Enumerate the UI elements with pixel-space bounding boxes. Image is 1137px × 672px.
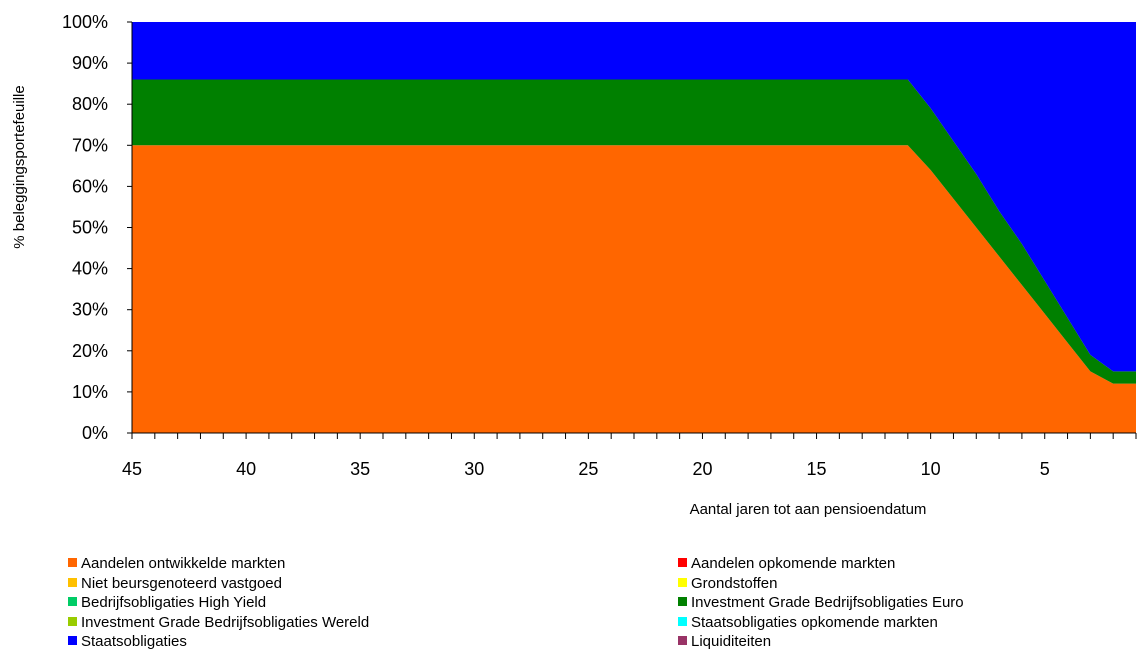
legend-item: Investment Grade Bedrijfsobligaties Euro	[678, 594, 964, 612]
x-tick-label: 25	[578, 459, 598, 479]
y-tick-label: 0%	[82, 423, 108, 443]
x-tick-label: 20	[692, 459, 712, 479]
y-tick-label: 90%	[72, 53, 108, 73]
legend-label: Liquiditeiten	[691, 633, 772, 650]
x-tick-label: 15	[807, 459, 827, 479]
y-tick-label: 80%	[72, 94, 108, 114]
legend-label: Investment Grade Bedrijfsobligaties Were…	[81, 613, 370, 631]
legend-swatch	[678, 636, 687, 645]
legend-label: Aandelen opkomende markten	[691, 555, 896, 572]
x-tick-label: 5	[1040, 459, 1050, 479]
x-tick-label: 35	[350, 459, 370, 479]
legend-swatch	[68, 616, 77, 626]
legend-swatch	[68, 597, 77, 606]
area-series-8	[132, 22, 1136, 372]
x-tick-label: 40	[236, 459, 256, 479]
y-tick-label: 10%	[72, 382, 108, 402]
stacked-area-chart: 0% 10% 20% 30% 40% 50% 60% 70% 80% 90% 100% 45 40 35 3…	[11, 12, 1137, 518]
legend-item: Staatsobligaties opkomende markten	[678, 614, 938, 632]
x-tick-label: 10	[921, 459, 941, 479]
legend-swatch	[68, 558, 77, 567]
legend-swatch	[678, 616, 687, 626]
legend-swatch	[68, 577, 77, 587]
y-tick-label: 30%	[72, 300, 108, 320]
legend-label: Staatsobligaties opkomende markten	[691, 613, 938, 631]
legend-item: Aandelen opkomende markten	[678, 555, 895, 573]
legend-label: Niet beursgenoteerd vastgoed	[81, 574, 282, 592]
legend-label: Bedrijfsobligaties High Yield	[81, 594, 267, 611]
y-tick-label: 100%	[62, 12, 108, 32]
y-axis-title: % beleggingsportefeuille	[11, 85, 28, 248]
legend-item: Investment Grade Bedrijfsobligaties Were…	[68, 614, 369, 632]
area-series-group	[132, 22, 1136, 434]
legend-label: Aandelen ontwikkelde markten	[81, 555, 286, 572]
legend-swatch	[678, 577, 687, 587]
x-tick-label: 30	[464, 459, 484, 479]
legend-item: Staatsobligaties	[68, 633, 187, 651]
y-tick-label: 60%	[72, 176, 108, 196]
legend-label: Staatsobligaties	[81, 633, 187, 650]
axes-group: 0% 10% 20% 30% 40% 50% 60% 70% 80% 90% 100% 45 40 35 3…	[62, 12, 1137, 479]
y-tick-label: 20%	[72, 341, 108, 361]
legend-swatch	[678, 558, 687, 567]
legend-item: Niet beursgenoteerd vastgoed	[68, 575, 282, 593]
legend-item: Grondstoffen	[678, 575, 777, 593]
area-series-0	[132, 145, 1136, 434]
x-axis-title: Aantal jaren tot aan pensioendatum	[690, 501, 927, 518]
legend-item: Bedrijfsobligaties High Yield	[68, 594, 266, 612]
legend-label: Grondstoffen	[691, 574, 778, 592]
area-series-5	[132, 79, 1136, 384]
x-tick-label: 45	[122, 459, 142, 479]
legend-item: Aandelen ontwikkelde markten	[68, 555, 285, 573]
legend-swatch	[678, 597, 687, 606]
legend-swatch	[68, 636, 77, 645]
legend-label: Investment Grade Bedrijfsobligaties Euro	[691, 594, 964, 611]
y-tick-label: 50%	[72, 218, 108, 238]
legend-item: Liquiditeiten	[678, 633, 771, 651]
y-tick-label: 70%	[72, 135, 108, 155]
y-tick-label: 40%	[72, 259, 108, 279]
